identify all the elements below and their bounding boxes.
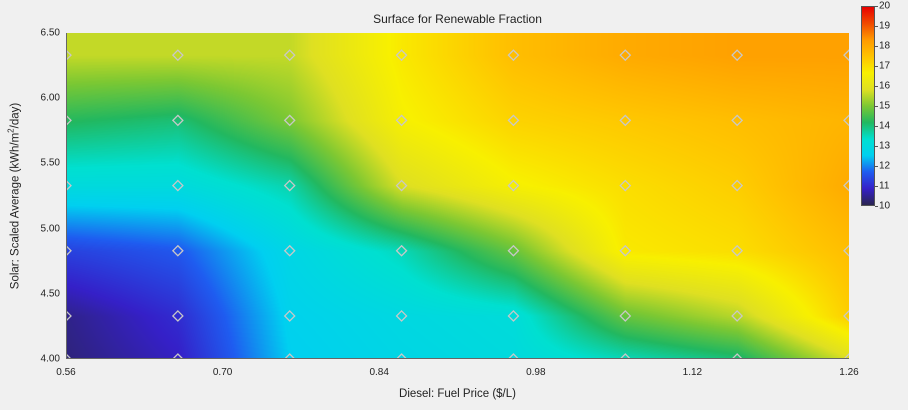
- colorbar-tick-label: 19: [879, 20, 891, 32]
- data-point-marker: [283, 49, 296, 62]
- data-point-marker: [507, 310, 520, 322]
- data-point-marker: [171, 179, 184, 192]
- data-point-marker: [507, 49, 520, 62]
- data-point-marker: [395, 244, 408, 257]
- x-tick-label: 1.12: [682, 367, 703, 378]
- colorbar-tick-mark: [875, 66, 878, 67]
- y-tick-label: 4.00: [40, 353, 60, 365]
- data-point-marker: [843, 310, 849, 322]
- colorbar-tick-label: 13: [879, 140, 891, 152]
- data-point-marker: [171, 49, 184, 62]
- y-axis-label-suffix: /day): [9, 102, 22, 129]
- data-point-marker: [619, 244, 632, 257]
- x-tick-label: 0.70: [212, 367, 233, 378]
- colorbar-tick-label: 10: [879, 200, 891, 212]
- colorbar-tick-mark: [875, 146, 878, 147]
- data-point-marker: [66, 114, 72, 127]
- y-tick-label: 5.00: [40, 223, 60, 235]
- y-axis-label-sup: 2: [6, 128, 16, 133]
- colorbar-tick-mark: [875, 166, 878, 167]
- data-point-marker: [507, 353, 520, 359]
- heatmap-surface: [66, 33, 849, 359]
- y-axis-label-prefix: Solar: Scaled Average (kWh/m: [9, 132, 22, 290]
- data-point-marker: [283, 353, 296, 359]
- data-point-marker: [171, 353, 184, 359]
- data-point-marker: [171, 114, 184, 127]
- x-tick-label: 0.84: [369, 367, 389, 378]
- data-point-marker: [843, 244, 849, 257]
- data-point-marker: [843, 114, 849, 127]
- data-point-marker: [731, 179, 744, 192]
- data-point-marker: [395, 114, 408, 127]
- data-point-marker: [66, 49, 72, 62]
- colorbar-tick-label: 12: [879, 160, 891, 172]
- data-point-marker: [66, 310, 72, 322]
- data-point-marker: [619, 353, 632, 359]
- colorbar-tick-label: 15: [879, 100, 891, 112]
- x-tick-label: 0.56: [56, 367, 76, 378]
- data-point-marker: [731, 49, 744, 62]
- data-point-marker: [171, 244, 184, 257]
- colorbar-tick-label: 11: [879, 180, 890, 192]
- data-point-marker: [171, 310, 184, 322]
- colorbar-tick-label: 16: [879, 80, 891, 92]
- data-point-marker: [731, 353, 744, 359]
- data-point-marker: [66, 179, 72, 192]
- data-point-marker: [507, 179, 520, 192]
- data-point-marker: [619, 310, 632, 322]
- x-tick-label: 1.26: [839, 367, 859, 378]
- data-point-marker: [731, 114, 744, 127]
- data-point-marker: [619, 114, 632, 127]
- colorbar-tick-label: 14: [879, 120, 891, 132]
- y-tick-label: 6.50: [40, 27, 60, 39]
- y-axis-label: Solar: Scaled Average (kWh/m2/day): [7, 103, 22, 289]
- data-point-marker: [66, 353, 72, 359]
- x-tick-label: 0.98: [526, 367, 546, 378]
- colorbar: [861, 6, 875, 206]
- colorbar-tick-mark: [875, 6, 878, 7]
- data-point-marker: [507, 114, 520, 127]
- y-tick-label: 5.50: [40, 157, 60, 169]
- y-tick-label: 6.00: [40, 92, 60, 104]
- colorbar-tick-mark: [875, 126, 878, 127]
- data-point-markers: [66, 49, 849, 359]
- colorbar-tick-label: 18: [879, 40, 891, 52]
- colorbar-tick-mark: [875, 106, 878, 107]
- colorbar-tick-label: 17: [879, 60, 891, 72]
- colorbar-tick-label: 20: [879, 0, 891, 12]
- data-point-marker: [843, 49, 849, 62]
- colorbar-tick-mark: [875, 46, 878, 47]
- data-point-marker: [619, 179, 632, 192]
- data-point-marker: [395, 49, 408, 62]
- colorbar-tick-mark: [875, 26, 878, 27]
- data-point-marker: [395, 179, 408, 192]
- chart-title: Surface for Renewable Fraction: [373, 12, 542, 26]
- data-point-marker: [507, 244, 520, 257]
- colorbar-tick-mark: [875, 206, 878, 207]
- data-point-marker: [283, 310, 296, 322]
- data-point-marker: [395, 310, 408, 322]
- data-point-marker: [843, 353, 849, 359]
- y-tick-label: 4.50: [40, 288, 60, 300]
- x-axis-label: Diesel: Fuel Price ($/L): [399, 388, 516, 400]
- colorbar-tick-mark: [875, 86, 878, 87]
- data-point-marker: [619, 49, 632, 62]
- data-point-marker: [283, 114, 296, 127]
- data-point-marker: [283, 244, 296, 257]
- data-point-marker: [731, 310, 744, 322]
- data-point-marker: [283, 179, 296, 192]
- data-point-marker: [843, 179, 849, 192]
- heatmap-plot-area[interactable]: [66, 33, 849, 359]
- colorbar-tick-mark: [875, 186, 878, 187]
- data-point-marker: [395, 353, 408, 359]
- data-point-marker: [731, 244, 744, 257]
- data-point-marker: [66, 244, 72, 257]
